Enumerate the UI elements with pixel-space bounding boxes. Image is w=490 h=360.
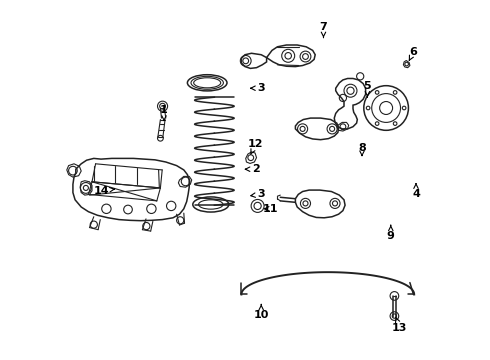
Text: 13: 13 (392, 317, 408, 333)
Text: 3: 3 (251, 83, 265, 93)
Text: 6: 6 (409, 47, 417, 60)
Text: 9: 9 (387, 225, 395, 241)
Text: 8: 8 (358, 143, 366, 156)
Text: 1: 1 (160, 105, 168, 121)
Text: 14: 14 (93, 186, 115, 196)
Text: 11: 11 (263, 204, 278, 214)
Text: 10: 10 (253, 305, 269, 320)
Text: 4: 4 (412, 184, 420, 199)
Text: 2: 2 (245, 164, 260, 174)
Text: 7: 7 (319, 22, 327, 37)
Text: 12: 12 (248, 139, 264, 154)
Text: 3: 3 (251, 189, 265, 199)
Text: 5: 5 (364, 81, 371, 97)
